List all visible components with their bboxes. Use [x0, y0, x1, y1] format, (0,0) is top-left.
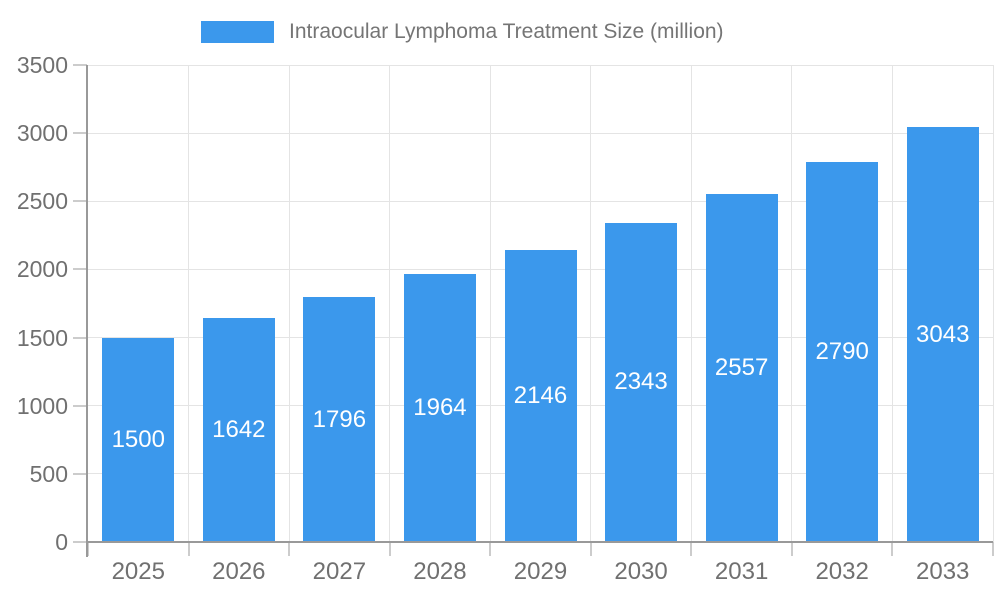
bar-value-label: 1796 [312, 405, 367, 433]
y-axis-tick [73, 132, 87, 135]
x-axis-tick [288, 542, 291, 556]
y-axis-tick-label: 3500 [16, 52, 68, 78]
v-gridline [891, 65, 893, 542]
x-axis-tick [992, 542, 994, 556]
x-axis-tick [790, 542, 793, 556]
v-gridline [791, 65, 793, 542]
x-axis-tick [589, 542, 592, 556]
bar-2028[interactable] [403, 274, 476, 542]
bar-2033[interactable] [906, 127, 979, 542]
legend-label: Intraocular Lymphoma Treatment Size (mil… [289, 20, 724, 43]
legend[interactable]: Intraocular Lymphoma Treatment Size (mil… [201, 19, 724, 45]
v-gridline [288, 65, 290, 542]
bar-value-label: 2557 [714, 353, 769, 381]
x-axis-tick-label: 2031 [714, 558, 769, 585]
y-axis-tick-label: 2000 [16, 256, 68, 283]
y-axis-tick [73, 404, 87, 407]
x-axis-tick-label: 2029 [513, 558, 568, 585]
y-axis-tick [73, 336, 87, 339]
plot-area: 1500 1642 1796 1964 2146 2343 2557 2790 3043 [88, 64, 994, 542]
x-axis-tick [87, 542, 89, 556]
bar-value-label: 2790 [815, 337, 869, 365]
bars-layer: 1500 1642 1796 1964 2146 2343 2557 2790 3043 [88, 65, 993, 542]
v-gridline [690, 65, 692, 542]
bar-2025[interactable] [102, 337, 175, 542]
h-gridline [88, 132, 993, 134]
x-axis-tick [489, 542, 492, 556]
y-axis-tick-label: 2500 [16, 188, 68, 215]
x-axis-tick [690, 542, 693, 556]
x-axis-tick [891, 542, 894, 556]
y-axis-tick [73, 64, 87, 66]
bar-value-label: 2343 [614, 368, 668, 396]
bar-value-label: 1642 [212, 416, 266, 444]
y-axis-tick [73, 268, 87, 271]
v-gridline [590, 65, 592, 542]
x-axis-tick-label: 2032 [815, 558, 869, 585]
h-gridline [88, 64, 993, 66]
bar-2031[interactable] [705, 193, 778, 542]
v-gridline [188, 65, 190, 542]
v-gridline [389, 65, 391, 542]
bar-2032[interactable] [806, 161, 879, 542]
bar-2027[interactable] [303, 297, 376, 542]
x-axis-tick-label: 2027 [312, 558, 367, 585]
y-axis-tick-label: 500 [29, 460, 68, 487]
h-gridline [88, 200, 993, 202]
x-axis-tick-label: 2033 [916, 558, 970, 585]
x-axis-line [86, 541, 993, 543]
x-axis-tick-label: 2025 [111, 558, 165, 585]
y-axis-tick-label: 0 [55, 529, 68, 555]
y-axis-line [86, 65, 88, 557]
y-axis-tick [73, 541, 87, 543]
bar-value-label: 1964 [413, 394, 467, 422]
bar-value-label: 3043 [916, 320, 970, 348]
v-gridline [489, 65, 491, 542]
y-axis-tick [73, 472, 87, 475]
x-axis-tick-label: 2026 [212, 558, 266, 585]
y-axis-tick-label: 1000 [16, 392, 68, 419]
x-axis-tick [187, 542, 190, 556]
y-axis-tick-label: 3000 [16, 120, 68, 147]
y-axis-tick-label: 1500 [16, 324, 68, 351]
x-axis-tick-label: 2030 [614, 558, 668, 585]
bar-2026[interactable] [202, 318, 275, 542]
x-axis-tick-label: 2028 [413, 558, 467, 585]
bar-value-label: 2146 [513, 381, 568, 409]
bar-2029[interactable] [504, 249, 577, 542]
bar-value-label: 1500 [111, 425, 165, 453]
y-axis-tick [73, 200, 87, 203]
bar-2030[interactable] [605, 222, 678, 542]
v-gridline [992, 65, 994, 542]
legend-swatch-icon [201, 21, 274, 43]
x-axis-tick [388, 542, 391, 556]
